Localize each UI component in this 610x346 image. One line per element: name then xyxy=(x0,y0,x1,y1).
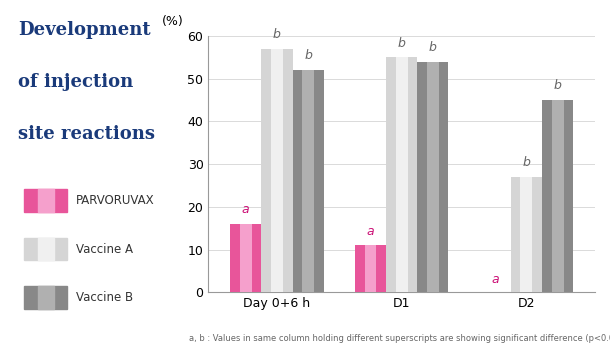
Text: (%): (%) xyxy=(162,15,184,28)
Bar xyxy=(230,224,261,292)
Bar xyxy=(240,224,252,292)
Text: a, b : Values in same column holding different superscripts are showing signific: a, b : Values in same column holding dif… xyxy=(189,334,610,343)
Bar xyxy=(551,100,564,292)
Bar xyxy=(396,57,407,292)
Text: b: b xyxy=(304,49,312,63)
Text: Development: Development xyxy=(18,21,151,39)
Text: b: b xyxy=(554,79,562,92)
Bar xyxy=(417,62,448,292)
Text: b: b xyxy=(398,37,406,50)
Text: b: b xyxy=(273,28,281,41)
Bar xyxy=(293,70,324,292)
Text: site reactions: site reactions xyxy=(18,125,156,143)
Bar xyxy=(302,70,314,292)
Bar xyxy=(355,245,386,292)
Bar xyxy=(261,49,293,292)
Text: Vaccine A: Vaccine A xyxy=(76,243,133,256)
Bar xyxy=(386,57,417,292)
Text: a: a xyxy=(492,273,499,286)
Bar xyxy=(365,245,376,292)
Bar xyxy=(427,62,439,292)
Bar xyxy=(542,100,573,292)
Text: Vaccine B: Vaccine B xyxy=(76,291,134,304)
Text: b: b xyxy=(522,156,530,169)
Text: b: b xyxy=(429,41,437,54)
Text: a: a xyxy=(242,203,249,216)
Text: a: a xyxy=(367,225,375,238)
Bar xyxy=(271,49,283,292)
Text: PARVORUVAX: PARVORUVAX xyxy=(76,194,155,207)
Text: of injection: of injection xyxy=(18,73,134,91)
Bar xyxy=(520,177,533,292)
Bar xyxy=(511,177,542,292)
